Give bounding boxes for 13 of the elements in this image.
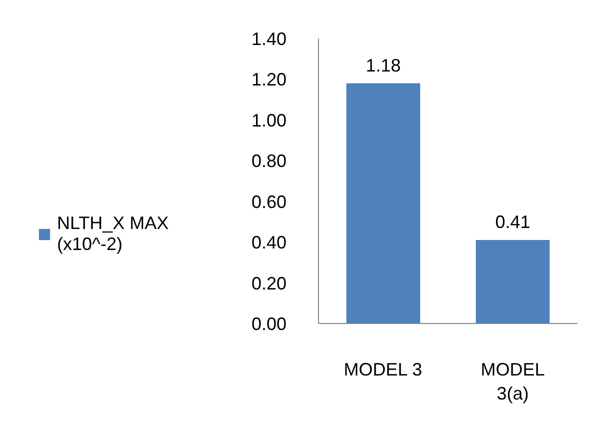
x-tick-label: MODEL 3 bbox=[344, 360, 422, 380]
y-tick-label: 0.40 bbox=[251, 232, 287, 253]
data-label: 0.41 bbox=[495, 212, 530, 232]
data-label: 1.18 bbox=[366, 55, 401, 76]
y-tick-label: 0.80 bbox=[251, 151, 287, 172]
y-tick-label: 1.20 bbox=[251, 70, 287, 90]
legend-label: NLTH_X MAX (x10^-2) bbox=[57, 213, 169, 255]
y-tick-label: 1.40 bbox=[251, 29, 287, 49]
y-tick-label: 0.60 bbox=[251, 192, 287, 212]
y-tick-label: 1.00 bbox=[251, 110, 287, 130]
y-tick-label: 0.20 bbox=[251, 273, 287, 294]
x-tick-label: MODEL 3(a) bbox=[480, 360, 545, 404]
y-tick-label: 0.00 bbox=[251, 314, 287, 334]
